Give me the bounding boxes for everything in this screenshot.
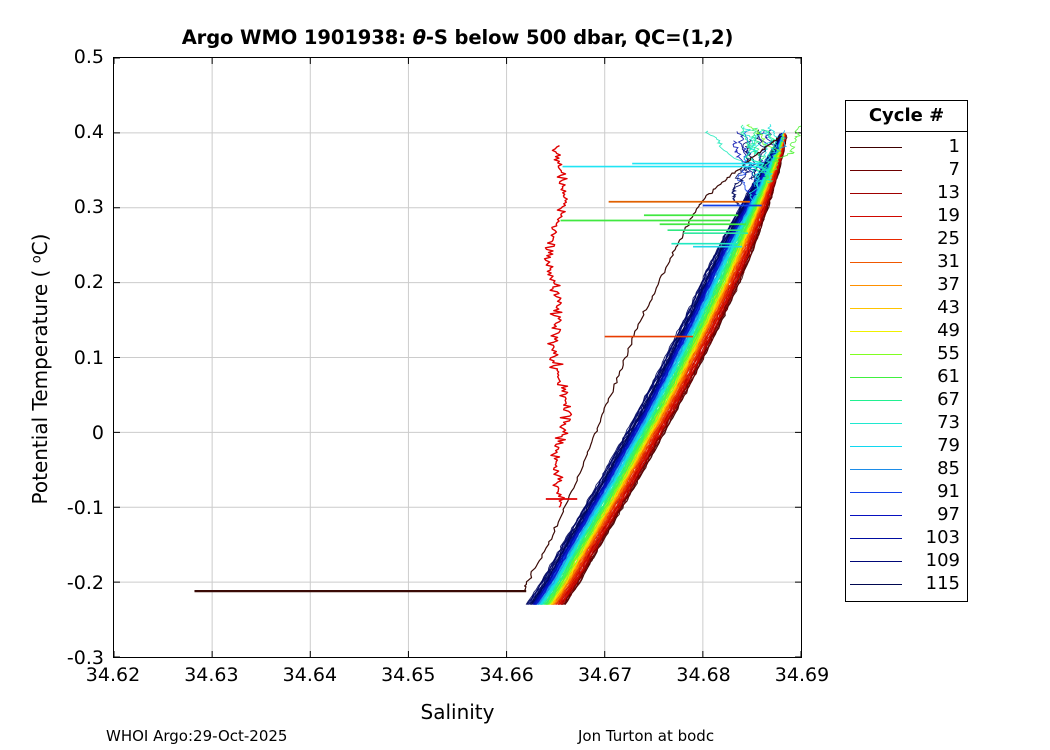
y-tick-label: 0.3 [73, 196, 104, 219]
y-axis-label-text: Potential Temperature ( [28, 263, 52, 505]
legend-color-swatch [850, 445, 902, 447]
legend-color-swatch [850, 192, 902, 194]
legend-item[interactable]: 37 [846, 274, 967, 297]
legend-color-swatch [850, 215, 902, 217]
x-axis-label: Salinity [420, 700, 495, 724]
legend-item[interactable]: 25 [846, 228, 967, 251]
legend-item[interactable]: 73 [846, 412, 967, 435]
title-prefix: Argo WMO 1901938: [181, 26, 413, 49]
legend-item[interactable]: 1 [846, 136, 967, 159]
x-tick-label: 34.69 [774, 664, 830, 686]
legend-title: Cycle # [846, 101, 967, 132]
legend-color-swatch [850, 284, 902, 286]
legend-item[interactable]: 67 [846, 389, 967, 412]
legend-item[interactable]: 79 [846, 435, 967, 458]
legend-item[interactable]: 19 [846, 205, 967, 228]
legend-item[interactable]: 31 [846, 251, 967, 274]
legend-item[interactable]: 43 [846, 297, 967, 320]
legend-item-label: 73 [937, 412, 960, 434]
legend-item[interactable]: 103 [846, 527, 967, 550]
x-tick-label: 34.65 [381, 664, 436, 686]
x-tick-label: 34.68 [676, 664, 731, 686]
legend-item[interactable]: 7 [846, 159, 967, 182]
title-suffix: -S below 500 dbar, QC=(1,2) [425, 26, 734, 49]
y-axis-label: Potential Temperature ( oC) [28, 59, 52, 679]
theta-s-scatter-plot [114, 58, 801, 657]
y-tick-label: -0.3 [66, 647, 104, 669]
legend-color-swatch [850, 307, 902, 309]
legend-item-label: 37 [937, 274, 960, 296]
legend-item-label: 91 [937, 481, 960, 503]
legend-item-label: 1 [948, 136, 960, 158]
y-tick-label: -0.2 [66, 571, 104, 594]
legend-item-label: 67 [937, 389, 960, 411]
legend-color-swatch [850, 238, 902, 240]
axis-tick-marks [114, 58, 801, 657]
legend-item-label: 13 [937, 182, 960, 204]
y-axis-label-unit: C) [28, 233, 52, 256]
legend-item[interactable]: 85 [846, 458, 967, 481]
title-theta-symbol: θ [412, 26, 426, 49]
page-title: Argo WMO 1901938: θ-S below 500 dbar, QC… [113, 26, 802, 49]
legend-color-swatch [850, 491, 902, 493]
legend-item-label: 19 [937, 205, 960, 227]
legend-item[interactable]: 13 [846, 182, 967, 205]
y-tick-label: 0.5 [73, 46, 104, 68]
legend-item-label: 43 [937, 297, 960, 319]
y-tick-label: 0.4 [73, 121, 104, 144]
x-tick-label: 34.62 [85, 664, 141, 686]
y-tick-label: -0.1 [66, 496, 104, 519]
legend-color-swatch [850, 468, 902, 470]
y-tick-label: 0.1 [73, 346, 104, 369]
legend-item-label: 7 [948, 159, 960, 181]
legend-item[interactable]: 91 [846, 481, 967, 504]
legend-item[interactable]: 55 [846, 343, 967, 366]
legend-item-label: 79 [937, 435, 960, 457]
footer-author-text: Jon Turton at bodc [578, 727, 715, 745]
legend-color-swatch [850, 169, 902, 171]
legend-item[interactable]: 49 [846, 320, 967, 343]
legend-item-label: 49 [937, 320, 960, 342]
x-tick-label: 34.66 [479, 664, 534, 686]
degree-symbol: o [29, 255, 45, 264]
y-tick-label: 0.2 [73, 271, 104, 294]
x-tick-label: 34.67 [577, 664, 633, 686]
legend-item-list: 1 7 13 19 25 31 37 43 49 55 61 67 73 79 85 91 97 103 109 11… [846, 132, 967, 601]
legend-color-swatch [850, 261, 902, 263]
y-tick-label: 0 [91, 421, 104, 444]
legend-color-swatch [850, 537, 902, 539]
legend-color-swatch [850, 353, 902, 355]
legend-item-label: 109 [925, 550, 960, 572]
legend-color-swatch [850, 376, 902, 378]
legend-item-label: 25 [937, 228, 960, 250]
legend-item[interactable]: 115 [846, 573, 967, 596]
legend-color-swatch [850, 514, 902, 516]
x-tick-label: 34.64 [282, 664, 338, 686]
legend-color-swatch [850, 583, 902, 585]
outlier-series-layer [522, 135, 782, 592]
plot-axes [113, 57, 802, 658]
legend-item-label: 85 [937, 458, 960, 480]
x-tick-label: 34.63 [184, 664, 239, 686]
legend-item-label: 115 [925, 573, 960, 595]
legend-item-label: 31 [937, 251, 960, 273]
legend-item[interactable]: 97 [846, 504, 967, 527]
profile-series-layer [525, 123, 801, 605]
legend-item-label: 103 [925, 527, 960, 549]
legend-item-label: 55 [937, 343, 960, 365]
legend-item-label: 97 [937, 504, 960, 526]
legend-item[interactable]: 109 [846, 550, 967, 573]
legend-color-swatch [850, 560, 902, 562]
legend-color-swatch [850, 422, 902, 424]
legend-item-label: 61 [937, 366, 960, 388]
salinity-spike-layer [194, 162, 764, 593]
legend-color-swatch [850, 399, 902, 401]
legend-color-swatch [850, 330, 902, 332]
legend-color-swatch [850, 146, 902, 148]
legend: Cycle # 1 7 13 19 25 31 37 43 49 55 61 67 73 79 85 91 97… [845, 100, 968, 602]
footer-source-text: WHOI Argo:29-Oct-2025 [106, 727, 288, 745]
legend-item[interactable]: 61 [846, 366, 967, 389]
